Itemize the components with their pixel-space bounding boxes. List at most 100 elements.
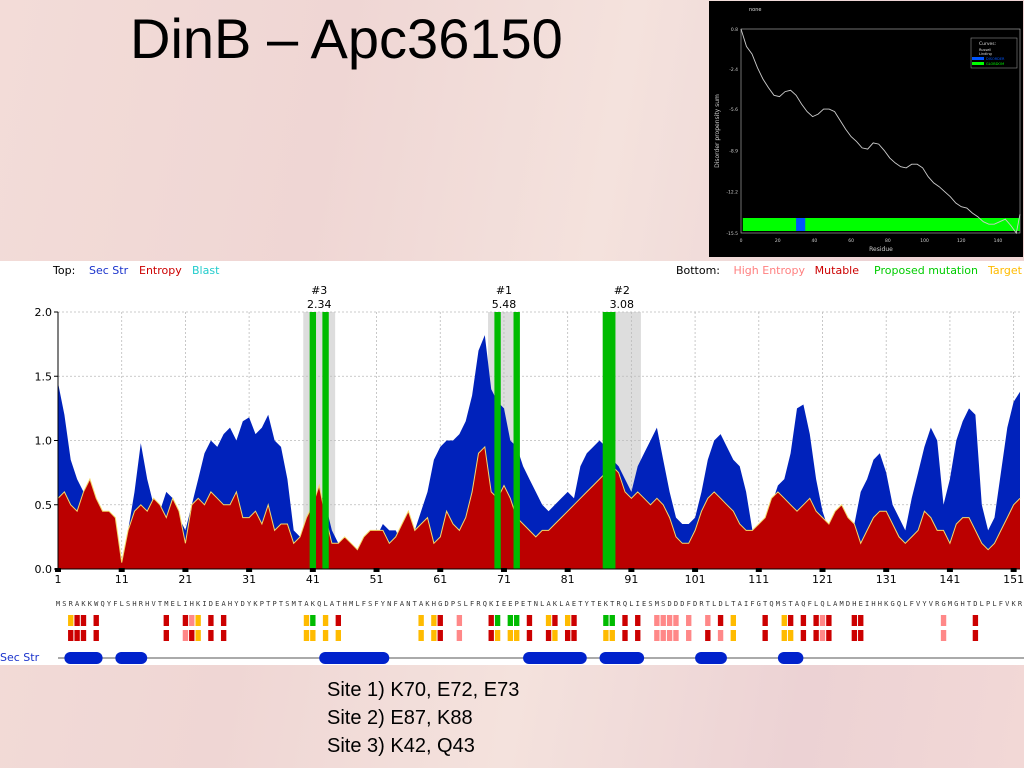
y-tick-label-1: 0.5: [35, 499, 53, 512]
residue-letter: L: [559, 600, 563, 608]
residue-mark-mutable: [182, 615, 189, 626]
residue-mark-mutable: [526, 630, 533, 641]
entropy-plot: Top: Sec Str Entropy Blast Bottom: High …: [0, 264, 1024, 664]
x-tick-label-6: 61: [433, 573, 447, 586]
residue-letter: I: [744, 600, 748, 608]
residue-letter: A: [546, 600, 551, 608]
x-tick-mark-10: [692, 568, 699, 572]
x-tick-mark-12: [819, 568, 826, 572]
residue-letter: A: [75, 600, 80, 608]
residue-mark-high_entropy: [456, 615, 463, 626]
residue-letter: I: [183, 600, 187, 608]
x-tick-label-4: 41: [306, 573, 320, 586]
residue-row-2: [68, 630, 979, 641]
residue-mark-mutable: [80, 615, 87, 626]
residue-letter: D: [718, 600, 722, 608]
residue-letter: M: [164, 600, 168, 608]
residue-letter: T: [967, 600, 972, 608]
residue-mark-mutable: [552, 615, 558, 626]
inset-russell-line: [740, 28, 1021, 235]
residue-mark-mutable: [622, 630, 628, 641]
residue-mark-proposed: [603, 615, 609, 626]
inset-legend-linding: Linding: [979, 52, 992, 56]
residue-mark-target: [335, 630, 342, 641]
residue-letter: I: [202, 600, 206, 608]
residue-mark-high_entropy: [940, 630, 947, 641]
residue-mark-mutable: [787, 615, 794, 626]
residue-letter: D: [693, 600, 697, 608]
residue-mark-mutable: [826, 630, 832, 641]
residue-letter: W: [94, 600, 99, 608]
inset-xtick-1: 20: [775, 238, 781, 244]
residue-mark-mutable: [717, 615, 724, 626]
residue-letter: Y: [381, 600, 386, 608]
residue-mark-proposed: [514, 615, 520, 626]
residue-mark-high_entropy: [666, 615, 673, 626]
residue-mark-mutable: [800, 615, 807, 626]
residue-mark-mutable: [972, 615, 979, 626]
residue-mark-high_entropy: [686, 615, 692, 626]
residue-mark-target: [322, 630, 329, 641]
helix-4: [523, 652, 587, 664]
residue-letter: Q: [483, 600, 487, 608]
residue-letter: A: [419, 600, 424, 608]
inset-xtick-6: 120: [957, 238, 966, 244]
residue-mark-mutable: [622, 615, 628, 626]
residue-letter: M: [776, 600, 780, 608]
residue-letter: S: [782, 600, 786, 608]
residue-letter: T: [527, 600, 532, 608]
inset-band-disorder: [796, 218, 806, 231]
residue-letter: Q: [801, 600, 805, 608]
inset-xtick-2: 40: [812, 238, 818, 244]
entropy-area: [58, 446, 1020, 569]
residue-letter: T: [731, 600, 736, 608]
residue-mark-high_entropy: [673, 615, 679, 626]
y-tick-label-4: 2.0: [35, 306, 53, 319]
residue-letter: F: [394, 600, 398, 608]
residue-letter: N: [387, 600, 391, 608]
residue-mark-target: [418, 630, 424, 641]
residue-letter: E: [508, 600, 512, 608]
residue-letter: S: [457, 600, 461, 608]
x-tick-label-3: 31: [242, 573, 256, 586]
residue-mark-proposed: [609, 615, 615, 626]
residue-mark-target: [609, 630, 615, 641]
residue-letter: Y: [247, 600, 252, 608]
inset-legend-title: Curves:: [979, 41, 996, 47]
residue-mark-mutable: [813, 615, 819, 626]
residue-letter: T: [413, 600, 418, 608]
x-tick-label-7: 71: [497, 573, 511, 586]
residue-mark-mutable: [705, 630, 711, 641]
inset-legend-russell: Russell: [979, 48, 991, 52]
x-tick-label-14: 141: [939, 573, 960, 586]
proposed-bar-2-70: [494, 312, 501, 569]
residue-letter: F: [750, 600, 754, 608]
inset-legend-globdom: GLOBDOM: [986, 62, 1004, 66]
top-legend: Top: Sec Str Entropy Blast: [52, 264, 220, 277]
residue-mark-high_entropy: [819, 615, 826, 626]
x-tick-label-15: 151: [1003, 573, 1024, 586]
residue-letter: I: [865, 600, 869, 608]
proposed-bar-2-73: [513, 312, 520, 569]
residue-letter: S: [648, 600, 652, 608]
inset-ytick-3: -8.9: [729, 148, 738, 154]
residue-mark-high_entropy: [654, 630, 660, 641]
residue-letter: P: [272, 600, 276, 608]
residue-mark-mutable: [437, 615, 443, 626]
residue-letter: D: [674, 600, 678, 608]
site-3: Site 3) K42, Q43: [327, 735, 475, 757]
residue-mark-target: [494, 630, 501, 641]
x-tick-mark-5: [373, 568, 380, 572]
residue-mark-target: [781, 615, 787, 626]
residue-letter: E: [597, 600, 601, 608]
x-tick-mark-1: [118, 568, 125, 572]
entropy-plot-panel: Top: Sec Str Entropy Blast Bottom: High …: [0, 261, 1024, 665]
residue-letter: A: [738, 600, 743, 608]
residue-mark-mutable: [851, 630, 858, 641]
residue-mark-mutable: [488, 615, 494, 626]
residue-letter: M: [292, 600, 296, 608]
site-score-3: 3.08: [610, 298, 635, 311]
residue-letter: T: [336, 600, 341, 608]
proposed-bar-1-41: [309, 312, 317, 569]
x-tick-mark-8: [564, 568, 571, 572]
